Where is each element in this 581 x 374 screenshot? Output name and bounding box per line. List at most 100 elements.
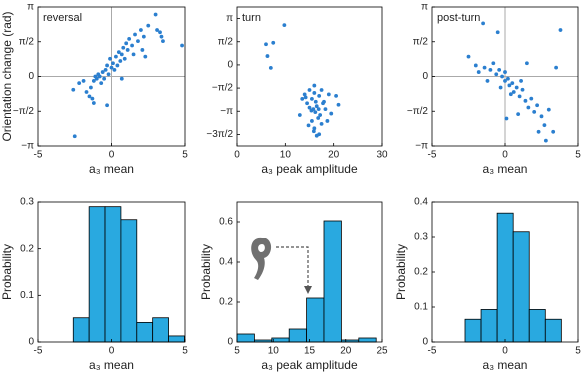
point <box>508 92 513 97</box>
point <box>106 72 111 77</box>
axes-frame <box>236 6 383 147</box>
point <box>517 94 522 99</box>
point <box>520 87 525 92</box>
bar <box>236 333 255 343</box>
y-tick-label: −π <box>415 141 428 152</box>
point <box>523 98 528 103</box>
point <box>71 87 76 92</box>
point <box>497 67 502 72</box>
point <box>313 110 318 115</box>
x-tick-label: -5 <box>34 150 43 161</box>
y-tick-label: −π <box>220 106 233 117</box>
x-tick-label: 5 <box>575 346 581 357</box>
y-tick-label: π/2 <box>218 36 234 47</box>
point <box>314 104 319 109</box>
point <box>551 129 556 134</box>
point <box>539 114 544 119</box>
y-tick-label: 0.1 <box>414 302 428 313</box>
point <box>136 39 140 44</box>
y-tick-label: 0 <box>28 337 34 348</box>
x-tick-label: 0 <box>502 346 508 357</box>
point <box>77 81 82 86</box>
point <box>116 50 121 55</box>
y-tick-label: 0.4 <box>219 257 233 268</box>
point <box>500 74 504 79</box>
y-tick-label: −π/2 <box>407 106 429 117</box>
x-tick-label: 30 <box>376 150 388 161</box>
x-tick-label: 0 <box>109 150 115 161</box>
point <box>87 94 92 99</box>
pointer-arrow <box>276 246 309 290</box>
point <box>316 107 321 112</box>
y-tick-label: −π <box>21 141 34 152</box>
point <box>153 12 158 17</box>
x-tick-label: 0 <box>234 150 240 161</box>
bar <box>136 321 154 343</box>
point <box>72 134 77 139</box>
point <box>535 103 540 108</box>
point <box>336 102 341 107</box>
point <box>143 54 148 59</box>
point <box>127 36 132 41</box>
point <box>542 123 547 128</box>
point <box>265 54 270 58</box>
point <box>310 119 314 123</box>
point <box>119 52 124 57</box>
arrow-head <box>304 286 312 294</box>
bar <box>120 219 138 343</box>
point <box>112 67 117 72</box>
point <box>140 48 145 52</box>
bar <box>271 337 290 343</box>
point <box>297 113 302 117</box>
point <box>108 56 112 61</box>
point <box>503 70 507 74</box>
point <box>131 52 136 57</box>
point <box>109 65 114 70</box>
y-tick-label: 0.4 <box>414 197 428 208</box>
bar <box>306 297 325 343</box>
point <box>317 93 322 98</box>
worm-icon <box>251 237 312 294</box>
x-axis-label: a₃ peak amplitude <box>261 162 358 176</box>
panel: −π −π/2 0 π/2 π -5 0 5 a₃ mean Orientation change… <box>0 2 188 177</box>
point <box>516 112 521 117</box>
point <box>485 79 490 83</box>
y-axis-label: Probability <box>394 244 408 300</box>
y-tick-label: 0 <box>422 71 428 82</box>
point <box>306 123 311 128</box>
y-tick-label: −π/2 <box>13 106 35 117</box>
x-tick-label: 0 <box>109 346 115 357</box>
point <box>507 83 512 88</box>
point <box>300 96 305 101</box>
panel: 0 0.2 0.4 0.6 5 10 15 20 25 a₃ peak amplitude Prob… <box>199 201 388 372</box>
bar <box>323 220 342 343</box>
panel-title: post-turn <box>437 12 480 24</box>
point <box>510 81 515 86</box>
point <box>307 88 312 92</box>
y-tick-label: π/2 <box>413 36 429 47</box>
y-tick-label: 0.6 <box>219 217 233 228</box>
point <box>482 65 487 70</box>
point <box>526 105 531 110</box>
point <box>546 107 551 112</box>
y-tick-label: 0.2 <box>414 267 428 278</box>
x-axis-label: a₃ mean <box>483 358 528 372</box>
point <box>115 63 120 68</box>
panel-title: turn <box>242 12 261 24</box>
bar <box>496 212 514 343</box>
point <box>159 34 164 39</box>
point <box>529 96 534 101</box>
point <box>491 61 496 66</box>
point <box>312 83 317 88</box>
x-tick-label: 20 <box>328 150 340 161</box>
y-tick-label: π <box>27 2 34 13</box>
point <box>89 85 93 90</box>
worm-shape <box>251 237 272 280</box>
point <box>504 116 509 121</box>
point <box>90 96 95 101</box>
point <box>102 76 107 81</box>
point <box>307 105 312 110</box>
